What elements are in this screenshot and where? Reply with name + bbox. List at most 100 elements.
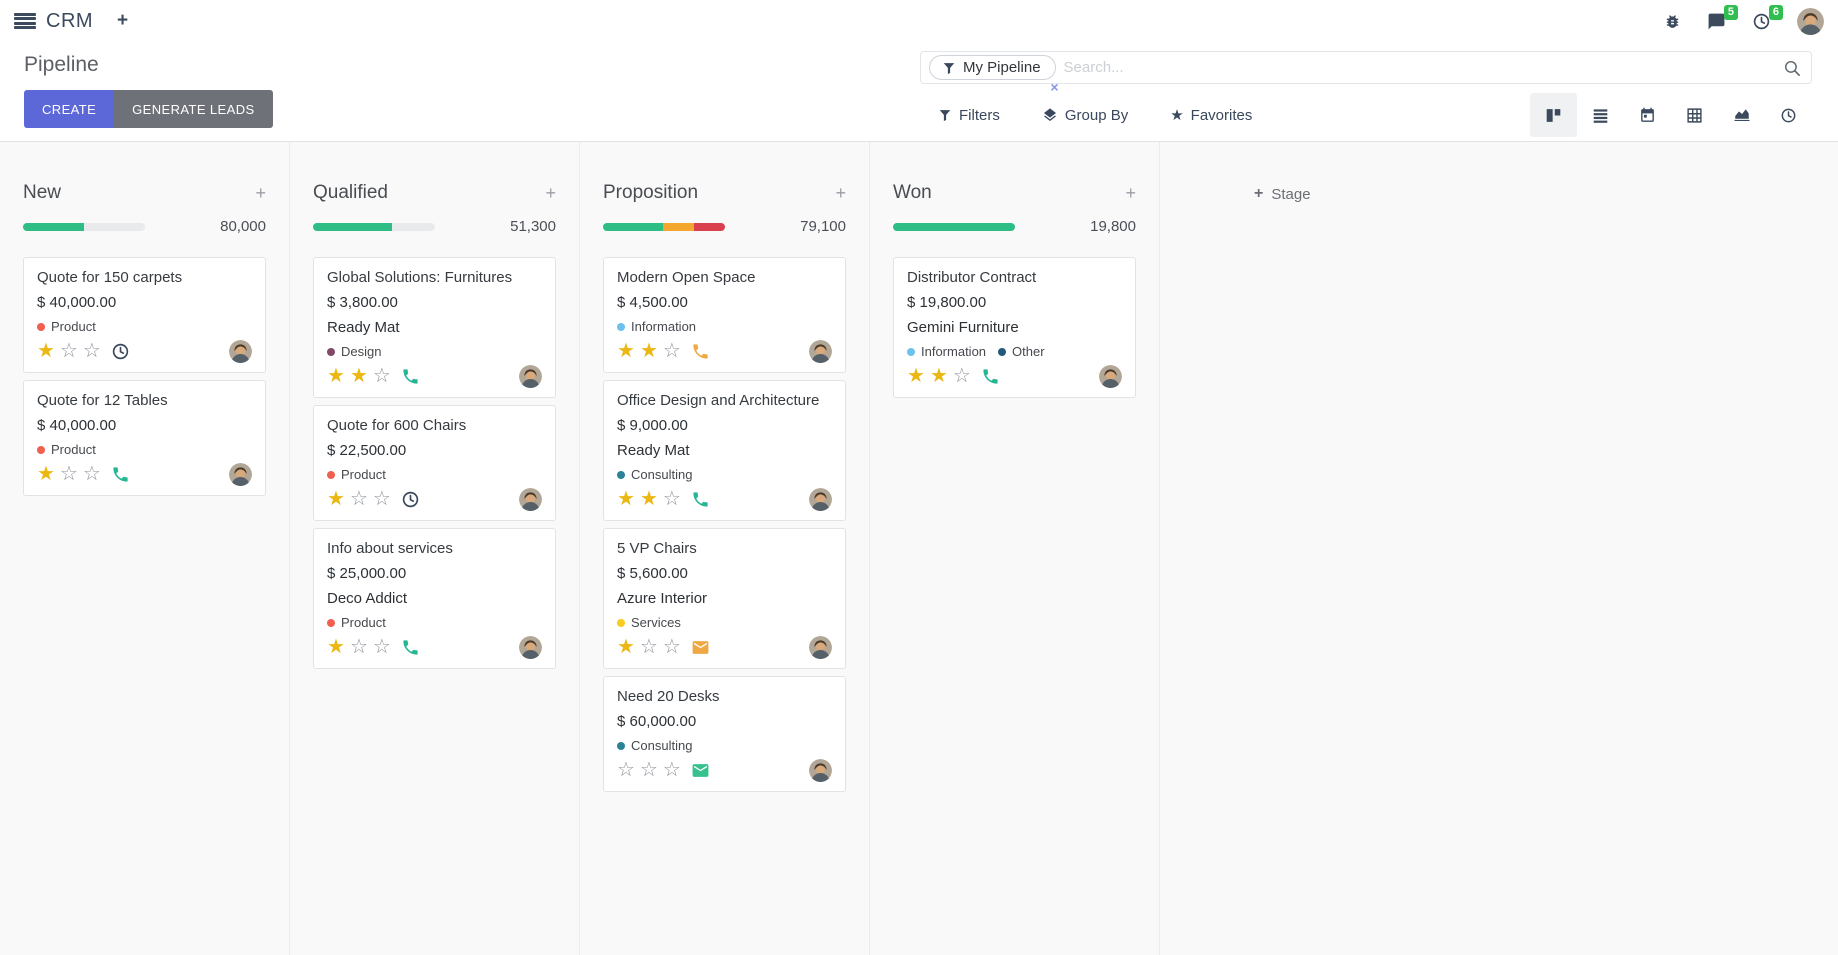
priority-star-icon[interactable]: ★	[907, 365, 925, 387]
salesperson-avatar[interactable]	[1099, 365, 1122, 388]
search-input[interactable]	[1055, 59, 1783, 76]
kanban-card[interactable]: Distributor Contract $ 19,800.00 Gemini …	[893, 257, 1136, 398]
quick-add-icon[interactable]: +	[545, 183, 556, 203]
search-facet-my-pipeline[interactable]: My Pipeline ×	[929, 55, 1059, 95]
priority-star-icon[interactable]: ☆	[662, 636, 681, 658]
activity-mail-icon[interactable]	[691, 638, 710, 657]
priority-star-icon[interactable]: ☆	[59, 463, 78, 485]
new-tab-button[interactable]: +	[117, 10, 129, 31]
column-progressbar[interactable]	[313, 222, 435, 231]
activity-phone-icon[interactable]	[981, 367, 1000, 386]
kanban-card[interactable]: Global Solutions: Furnitures $ 3,800.00 …	[313, 257, 556, 398]
kanban-card[interactable]: Modern Open Space $ 4,500.00 Information…	[603, 257, 846, 373]
priority-star-icon[interactable]: ★	[639, 488, 658, 510]
user-avatar[interactable]	[1797, 8, 1824, 35]
kanban-card[interactable]: Quote for 12 Tables $ 40,000.00 Product …	[23, 380, 266, 496]
priority-star-icon[interactable]: ☆	[617, 759, 635, 781]
calendar-view-button[interactable]	[1624, 93, 1671, 137]
kanban-view-button[interactable]	[1530, 93, 1577, 137]
priority-star-icon[interactable]: ☆	[639, 636, 658, 658]
activity-mail-icon[interactable]	[691, 761, 710, 780]
priority-star-icon[interactable]: ☆	[952, 365, 971, 387]
filters-menu-button[interactable]: Filters	[938, 107, 1000, 124]
priority-star-icon[interactable]: ☆	[662, 340, 681, 362]
salesperson-avatar[interactable]	[809, 340, 832, 363]
priority-star-icon[interactable]: ★	[639, 340, 658, 362]
card-partner: Gemini Furniture	[907, 319, 1019, 336]
kanban-card[interactable]: Office Design and Architecture $ 9,000.0…	[603, 380, 846, 521]
app-menu-button[interactable]: CRM	[46, 9, 94, 32]
add-stage-button[interactable]: + Stage	[1254, 185, 1311, 203]
activity-phone-icon[interactable]	[691, 490, 710, 509]
facet-label: My Pipeline	[963, 59, 1041, 76]
card-title: Quote for 600 Chairs	[327, 417, 467, 434]
priority-star-icon[interactable]: ☆	[82, 463, 101, 485]
column-progressbar[interactable]	[603, 222, 725, 231]
salesperson-avatar[interactable]	[519, 636, 542, 659]
priority-star-icon[interactable]: ☆	[349, 488, 368, 510]
priority-star-icon[interactable]: ★	[349, 365, 368, 387]
priority-star-icon[interactable]: ★	[37, 340, 55, 362]
apps-menu-icon[interactable]	[14, 13, 36, 29]
kanban-card[interactable]: Need 20 Desks $ 60,000.00 Consulting ☆ ☆…	[603, 676, 846, 792]
activity-phone-icon[interactable]	[401, 367, 420, 386]
card-amount: $ 40,000.00	[37, 294, 117, 311]
create-button[interactable]: CREATE	[24, 90, 115, 128]
search-icon[interactable]	[1783, 59, 1801, 77]
priority-star-icon[interactable]: ☆	[372, 365, 391, 387]
priority-star-icon[interactable]: ☆	[662, 488, 681, 510]
activity-clock-icon[interactable]	[401, 490, 420, 509]
activity-phone-icon[interactable]	[401, 638, 420, 657]
priority-star-icon[interactable]: ☆	[662, 759, 681, 781]
generate-leads-button[interactable]: GENERATE LEADS	[114, 90, 273, 128]
salesperson-avatar[interactable]	[809, 759, 832, 782]
priority-star-icon[interactable]: ★	[327, 488, 345, 510]
quick-add-icon[interactable]: +	[835, 183, 846, 203]
tag-dot	[37, 322, 45, 331]
activity-clock-icon[interactable]	[111, 342, 130, 361]
salesperson-avatar[interactable]	[809, 636, 832, 659]
priority-star-icon[interactable]: ★	[327, 636, 345, 658]
salesperson-avatar[interactable]	[229, 340, 252, 363]
priority-star-icon[interactable]: ★	[327, 365, 345, 387]
kanban-card[interactable]: Quote for 150 carpets $ 40,000.00 Produc…	[23, 257, 266, 373]
priority-star-icon[interactable]: ★	[617, 636, 635, 658]
activity-view-button[interactable]	[1765, 93, 1812, 137]
kanban-card[interactable]: Quote for 600 Chairs $ 22,500.00 Product…	[313, 405, 556, 521]
priority-star-icon[interactable]: ☆	[59, 340, 78, 362]
activities-clock-icon[interactable]: 6	[1752, 4, 1783, 31]
priority-star-icon[interactable]: ☆	[349, 636, 368, 658]
salesperson-avatar[interactable]	[229, 463, 252, 486]
kanban-icon	[1546, 108, 1561, 122]
kanban-card[interactable]: 5 VP Chairs $ 5,600.00 Azure Interior Se…	[603, 528, 846, 669]
salesperson-avatar[interactable]	[519, 488, 542, 511]
priority-star-icon[interactable]: ★	[617, 340, 635, 362]
filter-funnel-icon	[938, 108, 952, 122]
group-by-menu-button[interactable]: Group By	[1042, 107, 1128, 124]
facet-remove-icon[interactable]: ×	[1050, 79, 1059, 95]
graph-view-button[interactable]	[1718, 93, 1765, 137]
salesperson-avatar[interactable]	[809, 488, 832, 511]
quick-add-icon[interactable]: +	[255, 183, 266, 203]
column-progressbar[interactable]	[893, 222, 1015, 231]
salesperson-avatar[interactable]	[519, 365, 542, 388]
pivot-view-button[interactable]	[1671, 93, 1718, 137]
activity-phone-icon[interactable]	[111, 465, 130, 484]
list-view-button[interactable]	[1577, 93, 1624, 137]
favorites-menu-button[interactable]: ★ Favorites	[1170, 107, 1252, 124]
kanban-card[interactable]: Info about services $ 25,000.00 Deco Add…	[313, 528, 556, 669]
priority-star-icon[interactable]: ☆	[372, 488, 391, 510]
priority-star-icon[interactable]: ★	[617, 488, 635, 510]
priority-star-icon[interactable]: ☆	[372, 636, 391, 658]
column-progressbar[interactable]	[23, 222, 145, 231]
priority-star-icon[interactable]: ★	[37, 463, 55, 485]
priority-star-icon[interactable]: ★	[929, 365, 948, 387]
messages-icon[interactable]: 5	[1707, 4, 1738, 31]
priority-star-icon[interactable]: ☆	[82, 340, 101, 362]
priority-star-icon[interactable]: ☆	[639, 759, 658, 781]
activity-phone-icon[interactable]	[691, 342, 710, 361]
tag-label: Product	[51, 442, 96, 457]
debug-bug-icon[interactable]	[1664, 13, 1681, 30]
quick-add-icon[interactable]: +	[1125, 183, 1136, 203]
search-bar[interactable]: My Pipeline ×	[920, 51, 1812, 95]
